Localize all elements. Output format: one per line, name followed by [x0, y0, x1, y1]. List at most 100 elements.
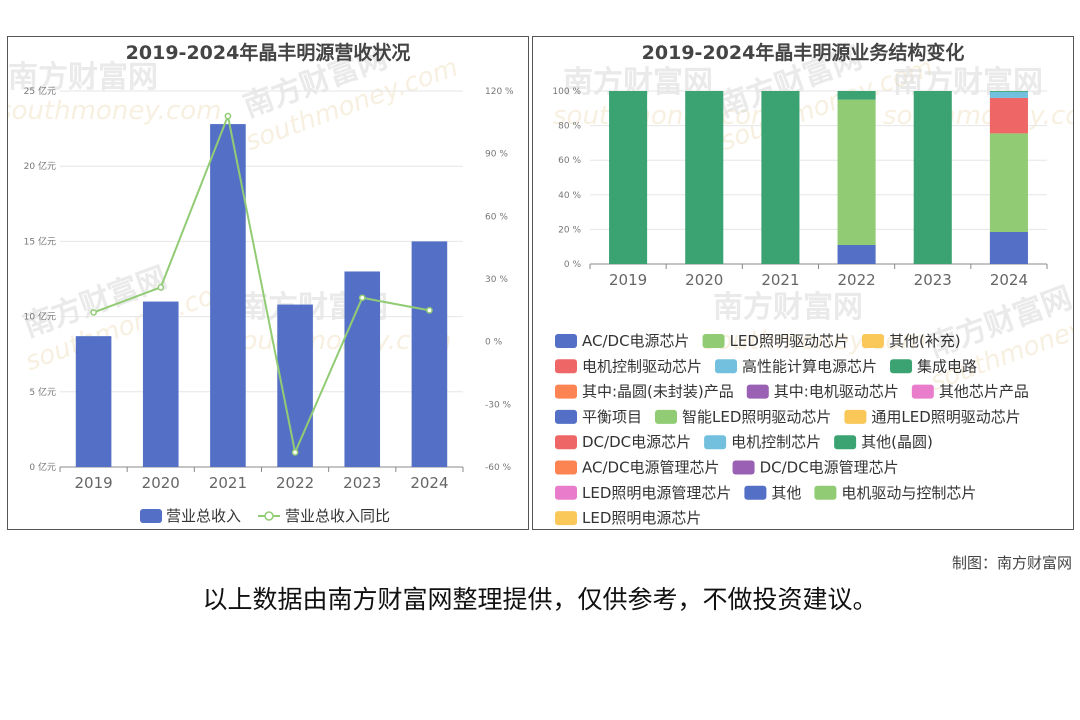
legend-swatch-revenue [140, 509, 162, 523]
y-right-tick-label: 30 % [485, 275, 508, 285]
legend-swatch [555, 460, 577, 475]
legend-swatch [911, 384, 934, 399]
line-point-yoy [426, 306, 433, 314]
legend-label: 电机驱动与控制芯片 [841, 484, 976, 502]
legend-swatch [555, 435, 577, 450]
legend-swatch [555, 511, 577, 526]
legend-swatch [732, 460, 755, 475]
stacked-bar-segment [989, 231, 1028, 264]
legend-swatch [861, 334, 884, 348]
legend-label: DC/DC电源管理芯片 [760, 459, 899, 477]
legend-label: AC/DC电源管理芯片 [582, 459, 720, 477]
legend-label-revenue: 营业总收入 [166, 507, 241, 525]
legend-label: 其他芯片产品 [939, 383, 1029, 401]
watermark-cn: 南方财富网 [713, 290, 863, 325]
y-right-tick-label: -60 % [485, 463, 512, 473]
stacked-bar-segment [837, 99, 876, 245]
x-tick-label: 2024 [410, 474, 448, 492]
y-right-tick-label: 0 % [485, 338, 503, 348]
bar-revenue [277, 304, 313, 467]
line-point-yoy [358, 294, 366, 302]
y-tick-label: 40 % [558, 191, 581, 201]
chart-title: 2019-2024年晶丰明源营收状况 [126, 41, 411, 64]
business-structure-chart-panel: 南方财富网 southmoney.com 南方财富网 southmoney.com 南方… [532, 36, 1080, 530]
legend-label: 智能LED照明驱动芯片 [682, 408, 831, 426]
legend-swatch [555, 409, 577, 424]
legend-label: 高性能计算电源芯片 [742, 357, 877, 375]
x-tick-label: 2023 [343, 474, 381, 492]
legend-swatch [890, 359, 913, 374]
chart-credit: 制图：南方财富网 [951, 554, 1072, 572]
chart-title: 2019-2024年晶丰明源业务结构变化 [642, 41, 965, 64]
stacked-bar-segment [989, 91, 1028, 92]
revenue-chart-panel: 南方财富网 southmoney.com 南方财富网 southmoney.com 南方… [0, 36, 529, 530]
line-point-yoy [90, 309, 97, 316]
disclaimer-note: 以上数据由南方财富网整理提供，仅供参考，不做投资建议。 [202, 585, 878, 614]
x-tick-label: 2023 [914, 271, 952, 289]
legend-label: DC/DC电源芯片 [582, 433, 691, 451]
legend-swatch-yoy-point [264, 511, 274, 521]
legend-label: 集成电路 [917, 357, 977, 375]
x-tick-label: 2020 [142, 474, 180, 492]
legend-label: LED照明驱动芯片 [730, 332, 849, 350]
stacked-bar-segment [913, 91, 952, 264]
stacked-bar-segment [989, 133, 1028, 232]
legend-label-yoy: 营业总收入同比 [285, 507, 390, 525]
legend-label: 其中:电机驱动芯片 [774, 383, 899, 401]
legend-swatch [814, 485, 837, 500]
stacked-bar-segment [609, 91, 648, 264]
y-left-tick-label: 25 亿元 [24, 85, 56, 97]
stacked-bar-segment [837, 91, 876, 100]
y-right-tick-label: -30 % [485, 400, 512, 410]
bar-revenue [411, 241, 448, 467]
legend-label: 其中:晶圆(未封装)产品 [582, 383, 734, 401]
x-tick-label: 2020 [685, 271, 723, 289]
y-left-tick-label: 5 亿元 [29, 386, 56, 398]
legend-swatch [555, 384, 577, 399]
x-tick-label: 2024 [990, 271, 1028, 289]
stacked-bar-segment [989, 91, 1028, 98]
legend-swatch [702, 334, 725, 348]
legend-swatch [704, 435, 727, 450]
legend-label: AC/DC电源芯片 [582, 332, 690, 350]
watermark-en: southmoney.com [883, 101, 1073, 131]
watermark-en: southmoney.com [8, 96, 221, 126]
y-tick-label: 60 % [558, 156, 581, 166]
y-tick-label: 20 % [558, 225, 581, 235]
legend-swatch [834, 435, 857, 450]
legend-label: LED照明电源管理芯片 [582, 484, 731, 502]
bar-revenue [210, 124, 246, 467]
x-tick-label: 2022 [837, 271, 875, 289]
y-right-tick-label: 120 % [485, 87, 514, 97]
legend-label: 电机控制驱动芯片 [582, 357, 702, 375]
legend-label: 其他(补充) [889, 332, 961, 350]
y-left-tick-label: 0 亿元 [29, 461, 56, 473]
legend-label: 其他(晶圆) [861, 433, 933, 451]
bar-revenue [142, 301, 179, 467]
bar-revenue [75, 336, 112, 467]
legend-label: 通用LED照明驱动芯片 [871, 408, 1020, 426]
line-point-yoy [224, 112, 232, 120]
x-tick-label: 2019 [74, 474, 112, 492]
line-revenue-yoy [93, 112, 430, 456]
line-point-yoy [157, 284, 165, 291]
y-left-tick-label: 15 亿元 [24, 235, 56, 247]
y-tick-label: 100 % [552, 87, 581, 97]
legend-label: 其他 [771, 484, 801, 502]
legend-swatch [655, 409, 678, 424]
legend-label: LED照明电源芯片 [582, 509, 701, 527]
stacked-bar-segment [761, 91, 800, 264]
legend-label: 电机控制芯片 [731, 433, 821, 451]
legend-swatch [555, 359, 577, 374]
watermark-cn: 南方财富网 [8, 60, 158, 95]
y-left-tick-label: 20 亿元 [24, 160, 56, 172]
y-right-tick-label: 90 % [485, 150, 508, 160]
y-tick-label: 0 % [564, 260, 582, 270]
legend-swatch [844, 409, 867, 424]
line-point-yoy [291, 449, 299, 456]
watermark-en: southmoney.com [703, 326, 926, 356]
business-structure-chart: 南方财富网southmoney.com南方财富网southmoney.com南方… [552, 40, 1080, 527]
